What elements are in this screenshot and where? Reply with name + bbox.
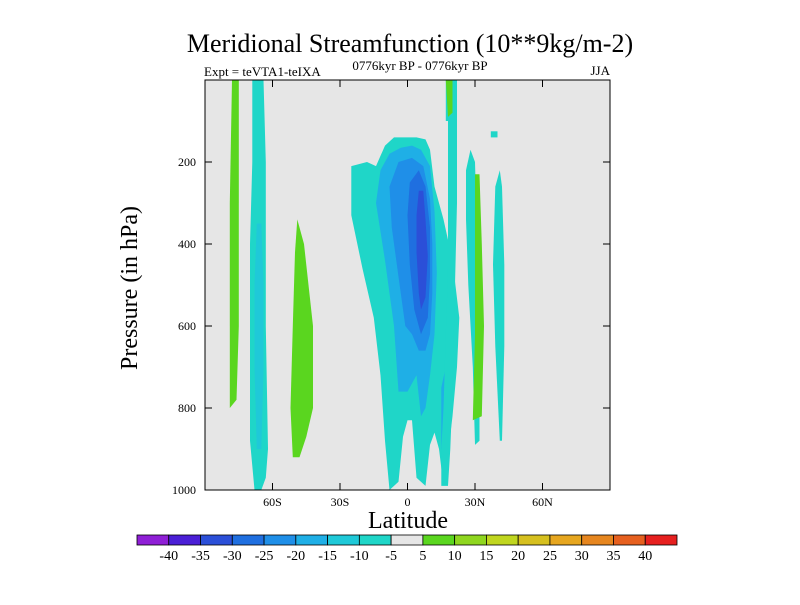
- contour-regions: [229, 80, 505, 490]
- colorbar-label: -25: [255, 549, 274, 564]
- colorbar-label: -30: [223, 549, 242, 564]
- colorbar-label: -15: [318, 549, 337, 564]
- colorbar-box: [168, 534, 201, 546]
- y-tick-label: 800: [178, 401, 196, 415]
- colorbar-box: [486, 534, 519, 546]
- x-tick-label: 0: [405, 495, 411, 509]
- colorbar-label: 30: [575, 549, 589, 564]
- colorbar-box: [422, 534, 456, 546]
- x-tick-label: 60N: [532, 495, 553, 509]
- colorbar-label: 10: [448, 549, 462, 564]
- x-tick-label: 30N: [465, 495, 486, 509]
- colorbar-label: -10: [350, 549, 369, 564]
- colorbar-box: [517, 534, 551, 546]
- colorbar-box: [231, 534, 265, 546]
- subtitle-left: Expt = teVTA1-teIXA: [204, 64, 321, 79]
- contour-cyan-right-20N: [441, 80, 457, 486]
- colorbar-box: [200, 534, 233, 546]
- x-tick-label: 60S: [263, 495, 282, 509]
- y-axis-label: Pressure (in hPa): [117, 206, 143, 370]
- colorbar-label: -35: [191, 549, 210, 564]
- contour-green-band-35N: [472, 174, 484, 421]
- subtitle-center: 0776kyr BP - 0776kyr BP: [352, 58, 487, 73]
- contour-cyan-dot-40N: [490, 131, 498, 138]
- colorbar-box: [358, 534, 392, 546]
- colorbar-box: [263, 534, 297, 546]
- subtitle-right: JJA: [590, 63, 610, 78]
- colorbar-label: -40: [159, 549, 178, 564]
- colorbar-label: 35: [606, 549, 620, 564]
- colorbar-box: [136, 534, 170, 546]
- axis-ticks: 60S 30S 0 30N 60N 200 400 600 800 1000: [172, 80, 610, 509]
- y-tick-label: 1000: [172, 483, 196, 497]
- colorbar-label: -20: [286, 549, 305, 564]
- colorbar-label: 25: [543, 549, 557, 564]
- colorbar-box: [454, 534, 487, 546]
- contour-blue-core-cell: [416, 190, 428, 310]
- contour-blue-core-70S: [254, 223, 264, 449]
- contour-green-lobe-45S: [290, 219, 313, 458]
- colorbar-label: 20: [511, 549, 525, 564]
- y-tick-label: 600: [178, 319, 196, 333]
- x-tick-label: 30S: [331, 495, 350, 509]
- colorbar: -40 -35 -30 -25 -20 -15 -10 -5 5 10 15 20 25 30 35 40: [136, 534, 678, 564]
- chart-title: Meridional Streamfunction (10**9kg/m-2): [187, 29, 633, 58]
- colorbar-box: [644, 534, 678, 546]
- colorbar-label: 40: [638, 549, 652, 564]
- colorbar-label: 15: [479, 549, 493, 564]
- colorbar-label: 5: [419, 549, 426, 564]
- colorbar-box: [327, 534, 360, 546]
- colorbar-box: [613, 534, 646, 546]
- y-tick-label: 200: [178, 155, 196, 169]
- contour-green-top-15N: [445, 80, 453, 117]
- y-tick-label: 400: [178, 237, 196, 251]
- colorbar-box: [581, 534, 614, 546]
- x-axis-label: Latitude: [368, 508, 448, 534]
- contour-cyan-band-45N: [493, 170, 505, 441]
- colorbar-box: [549, 534, 583, 546]
- contour-green-band-75S: [229, 80, 239, 408]
- colorbar-box: [295, 534, 328, 546]
- colorbar-box: [390, 534, 424, 546]
- colorbar-label: -5: [385, 549, 397, 564]
